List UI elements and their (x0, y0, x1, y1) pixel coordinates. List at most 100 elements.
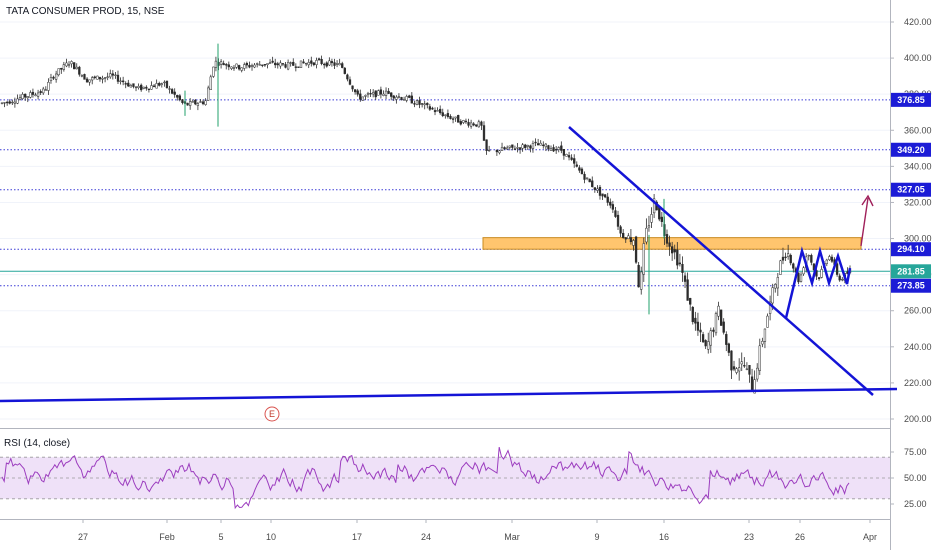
zigzag-pattern (784, 246, 852, 319)
candle-body (44, 89, 47, 91)
candle-body (263, 64, 267, 66)
candle-body (431, 107, 434, 110)
candle-body (521, 144, 524, 149)
candle-body (544, 143, 548, 148)
candle-body (557, 147, 560, 150)
rsi-tick-label: 25.00 (904, 499, 927, 509)
candle-body (498, 150, 501, 154)
rsi-tick-label: 50.00 (904, 473, 927, 483)
candle-body (825, 259, 828, 264)
candle-body (199, 101, 202, 103)
candle-body (459, 121, 462, 125)
time-tick-label: Apr (863, 532, 877, 542)
candle-body (145, 86, 148, 89)
candle-body (601, 193, 604, 197)
candle-body (810, 255, 813, 263)
candle-body (348, 79, 352, 85)
candle-body (346, 74, 349, 80)
candle-body (292, 61, 295, 66)
candle-body (253, 64, 256, 68)
candle-body (671, 246, 674, 254)
candle-body (274, 62, 277, 66)
candle-body (593, 187, 596, 190)
candle-body (477, 121, 480, 128)
candle-body (469, 122, 473, 127)
time-axis[interactable]: 27 Feb 5 10 17 24 Mar 9 16 23 26 Apr (78, 519, 877, 542)
candle-body (73, 62, 76, 70)
candle-body (304, 62, 308, 65)
candle-body (712, 329, 715, 332)
candle-body (743, 365, 746, 367)
candle-body (201, 101, 205, 105)
candle-body (426, 102, 429, 106)
candle-body (506, 147, 509, 150)
candle-body (240, 67, 243, 71)
pattern-drawing[interactable] (784, 194, 874, 319)
time-tick-label: 24 (421, 532, 431, 542)
support-trendline (0, 387, 898, 403)
candle-body (609, 201, 612, 206)
candle-body (395, 96, 398, 100)
candle-body (168, 88, 171, 90)
candle-body (611, 204, 615, 210)
candle-body (101, 77, 104, 80)
candle-body (70, 61, 73, 65)
candle-body (820, 269, 823, 278)
candle-body (410, 95, 413, 104)
candle-body (47, 81, 50, 91)
price-axis[interactable]: 420.00400.00380.00360.00340.00320.00300.… (890, 17, 932, 424)
candle-body (436, 110, 439, 112)
candle-body (204, 100, 207, 105)
candle-body (103, 77, 107, 79)
candle-body (616, 214, 620, 227)
candle-body (508, 145, 511, 148)
candle-body (338, 63, 341, 66)
trendlines[interactable] (0, 126, 898, 403)
candle-body (330, 61, 334, 64)
candle-body (271, 60, 274, 63)
candle-body (642, 243, 645, 275)
candle-body (245, 62, 249, 66)
candle-body (129, 84, 133, 88)
candle-body (158, 83, 161, 86)
candle-body (768, 301, 772, 314)
candle-body (758, 345, 761, 371)
candle-body (243, 64, 246, 69)
candle-body (802, 267, 805, 275)
candle-body (817, 277, 821, 280)
time-tick-label: Mar (504, 532, 520, 542)
candle-body (181, 99, 184, 103)
candle-body (237, 65, 241, 70)
candle-body (6, 101, 9, 104)
candle-body (645, 227, 648, 243)
candle-body (771, 287, 774, 304)
candle-body (415, 100, 419, 105)
candle-body (573, 158, 576, 164)
candle-body (598, 186, 602, 196)
rsi-indicator-label[interactable]: RSI (14, close) (4, 438, 71, 449)
candle-body (462, 120, 465, 123)
candle-body (132, 83, 135, 87)
candle-body (485, 139, 488, 152)
candle-body (694, 317, 697, 324)
candle-body (54, 73, 58, 80)
candle-body (276, 63, 279, 66)
candle-body (258, 64, 261, 66)
candle-body (137, 85, 140, 88)
candle-body (361, 96, 365, 101)
earnings-marker[interactable]: E (264, 406, 280, 422)
price-tick-label: 240.00 (904, 342, 932, 352)
candle-body (606, 196, 609, 203)
candle-body (689, 297, 692, 305)
candle-body (547, 145, 550, 150)
time-tick-label: 5 (218, 532, 223, 542)
candle-body (230, 66, 233, 69)
candle-body (439, 108, 442, 114)
rsi-line (1, 446, 850, 510)
candle-body (57, 68, 60, 76)
projection-arrow-head (861, 194, 874, 207)
candle-body (62, 64, 66, 70)
candle-body (379, 89, 383, 95)
candle-body (96, 75, 99, 80)
candle-body (686, 279, 689, 301)
